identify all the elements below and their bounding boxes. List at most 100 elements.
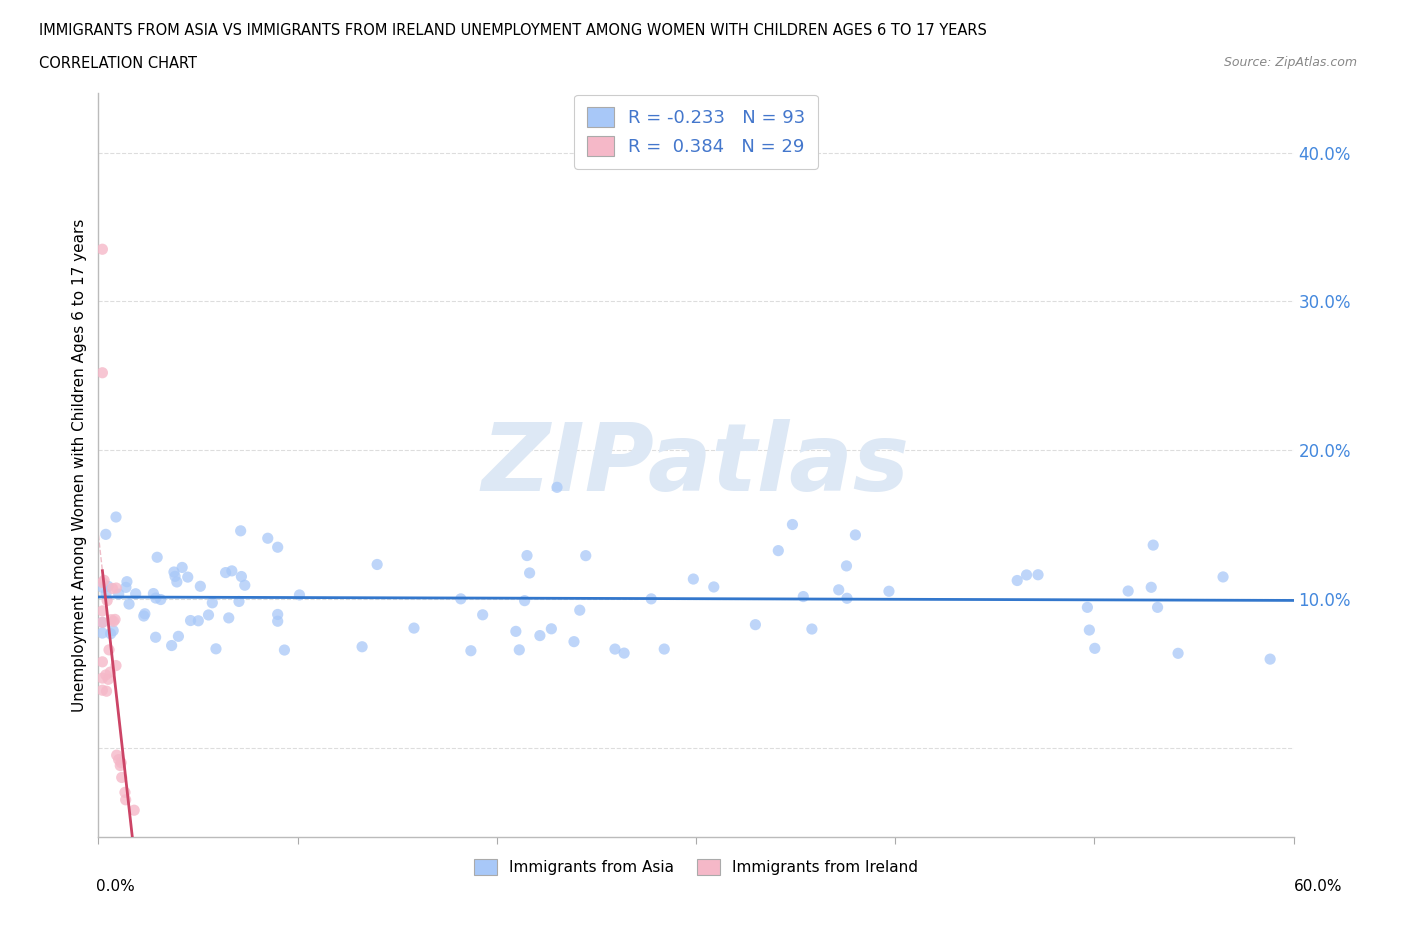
Point xyxy=(205,642,228,657)
Point xyxy=(267,614,290,629)
Point xyxy=(111,770,134,785)
Point xyxy=(197,607,219,622)
Point xyxy=(828,582,851,597)
Point xyxy=(166,575,188,590)
Point xyxy=(1084,641,1107,656)
Point xyxy=(114,792,136,807)
Point xyxy=(1142,538,1164,552)
Point xyxy=(366,557,388,572)
Point xyxy=(105,748,128,763)
Point xyxy=(91,626,114,641)
Point xyxy=(835,591,858,605)
Point xyxy=(505,624,527,639)
Point xyxy=(652,642,675,657)
Point xyxy=(110,758,132,773)
Point xyxy=(1258,652,1281,667)
Point xyxy=(145,591,167,605)
Point xyxy=(1026,567,1049,582)
Point xyxy=(450,591,472,606)
Point xyxy=(163,565,186,579)
Point xyxy=(1076,600,1098,615)
Point xyxy=(91,242,114,257)
Point xyxy=(508,643,530,658)
Point xyxy=(172,560,194,575)
Point xyxy=(460,644,482,658)
Point xyxy=(163,569,186,584)
Point xyxy=(233,578,256,592)
Point xyxy=(134,606,156,621)
Point xyxy=(352,639,374,654)
Point xyxy=(91,683,114,698)
Point xyxy=(101,581,124,596)
Point xyxy=(529,628,551,643)
Point xyxy=(1146,600,1168,615)
Point xyxy=(110,755,132,770)
Point xyxy=(100,626,122,641)
Point xyxy=(256,531,278,546)
Point xyxy=(91,655,114,670)
Point xyxy=(97,671,120,686)
Point xyxy=(575,548,598,563)
Legend: Immigrants from Asia, Immigrants from Ireland: Immigrants from Asia, Immigrants from Ir… xyxy=(468,853,924,882)
Point xyxy=(229,524,252,538)
Point xyxy=(214,565,236,580)
Point xyxy=(288,588,311,603)
Point xyxy=(540,621,562,636)
Point xyxy=(107,752,129,767)
Point xyxy=(516,548,538,563)
Point xyxy=(782,517,804,532)
Point xyxy=(167,629,190,644)
Point xyxy=(98,643,121,658)
Text: ZIPatlas: ZIPatlas xyxy=(482,419,910,511)
Point xyxy=(114,785,136,800)
Point xyxy=(187,614,209,629)
Point xyxy=(177,570,200,585)
Point xyxy=(132,608,155,623)
Text: Source: ZipAtlas.com: Source: ZipAtlas.com xyxy=(1223,56,1357,69)
Point xyxy=(228,594,250,609)
Point xyxy=(519,565,541,580)
Point xyxy=(744,618,766,632)
Point xyxy=(91,575,114,590)
Point xyxy=(273,643,295,658)
Point xyxy=(231,569,253,584)
Point xyxy=(122,803,145,817)
Point xyxy=(613,645,636,660)
Point xyxy=(100,612,122,627)
Point xyxy=(91,615,114,630)
Point xyxy=(103,614,125,629)
Point xyxy=(1212,569,1234,584)
Point xyxy=(703,579,725,594)
Point xyxy=(221,564,243,578)
Point xyxy=(105,510,128,525)
Point xyxy=(105,658,128,673)
Point xyxy=(835,559,858,574)
Point xyxy=(118,597,141,612)
Point xyxy=(91,604,114,618)
Point xyxy=(562,634,585,649)
Point xyxy=(96,684,118,698)
Point xyxy=(91,580,114,595)
Point xyxy=(91,615,114,630)
Point xyxy=(180,613,202,628)
Point xyxy=(96,593,118,608)
Point xyxy=(145,630,167,644)
Point xyxy=(267,539,290,554)
Point xyxy=(124,586,146,601)
Point xyxy=(546,480,568,495)
Y-axis label: Unemployment Among Women with Children Ages 6 to 17 years: Unemployment Among Women with Children A… xyxy=(72,219,87,711)
Point xyxy=(1116,584,1139,599)
Point xyxy=(800,621,823,636)
Text: IMMIGRANTS FROM ASIA VS IMMIGRANTS FROM IRELAND UNEMPLOYMENT AMONG WOMEN WITH CH: IMMIGRANTS FROM ASIA VS IMMIGRANTS FROM … xyxy=(39,23,987,38)
Point xyxy=(188,578,211,593)
Point xyxy=(682,572,704,587)
Point xyxy=(513,593,536,608)
Point xyxy=(94,668,117,683)
Point xyxy=(94,527,117,542)
Point xyxy=(105,580,128,595)
Point xyxy=(160,638,183,653)
Point xyxy=(142,586,165,601)
Point xyxy=(877,584,900,599)
Point xyxy=(91,365,114,380)
Point xyxy=(104,612,127,627)
